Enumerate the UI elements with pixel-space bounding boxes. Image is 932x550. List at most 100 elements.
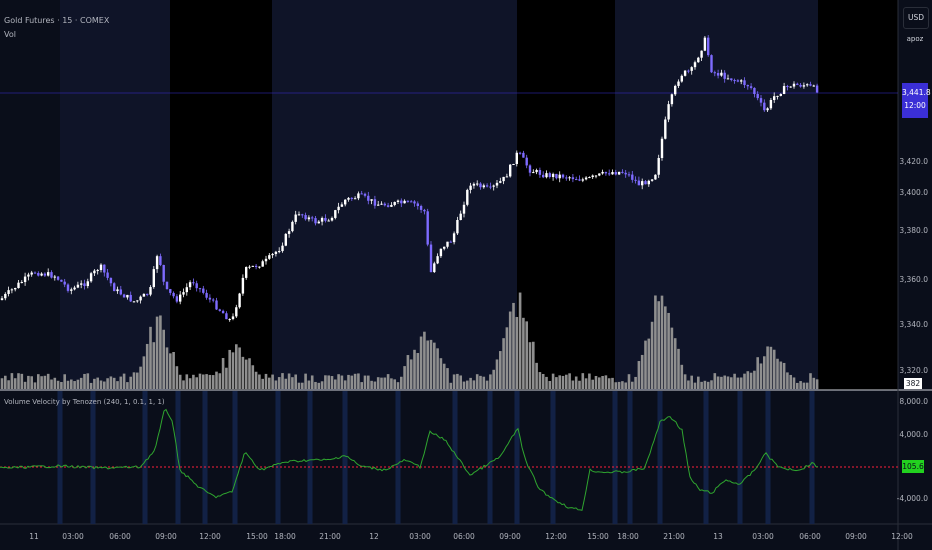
candle-body	[10, 289, 14, 291]
candle-body	[360, 193, 363, 195]
volume-bar	[231, 352, 235, 389]
volume-bar	[650, 321, 654, 389]
candle-body	[377, 204, 380, 206]
candle-body	[301, 214, 304, 216]
volume-bar	[446, 368, 449, 389]
candle-body	[353, 198, 357, 200]
volume-bar	[327, 375, 330, 389]
volume-bar	[664, 306, 667, 389]
candle-body	[281, 245, 284, 252]
volume-bar	[690, 375, 693, 389]
candle-body	[99, 264, 103, 271]
candle-body	[604, 171, 608, 174]
candle-body	[581, 179, 584, 181]
oscillator-axis-label: -4,000.0	[896, 494, 928, 503]
volume-bar	[129, 376, 132, 389]
volume-bar	[502, 338, 505, 389]
candle-body	[479, 183, 482, 188]
volume-bar	[518, 292, 522, 389]
time-axis-label: 03:00	[409, 532, 431, 541]
candle-body	[208, 297, 212, 300]
candle-body	[806, 84, 809, 86]
candle-body	[357, 193, 360, 199]
candle-body	[367, 195, 370, 201]
candle-body	[231, 316, 235, 320]
volume-bar	[40, 376, 43, 389]
volume-bar	[545, 376, 548, 389]
candle-body	[274, 251, 278, 254]
volume-bar	[789, 374, 792, 389]
volume-bar	[706, 381, 710, 389]
candle-body	[697, 57, 700, 63]
highlight-column	[202, 391, 208, 524]
candle-body	[350, 197, 353, 199]
candle-body	[103, 264, 106, 273]
candle-body	[624, 172, 627, 175]
candle-body	[419, 206, 423, 210]
volume-bar	[607, 378, 611, 389]
oscillator-value-tag: 105.6	[902, 460, 924, 473]
highlight-column	[395, 391, 401, 524]
volume-bar	[317, 382, 321, 389]
candle-body	[212, 299, 215, 301]
volume-bar	[301, 382, 304, 389]
volume-bar	[637, 361, 641, 389]
candle-body	[687, 70, 690, 72]
indicator-title: Volume Velocity by Tenozen (240, 1, 0.1,…	[4, 398, 165, 406]
candle-body	[423, 209, 426, 212]
highlight-column	[307, 391, 313, 524]
volume-bar	[353, 373, 357, 389]
session-shade	[615, 0, 818, 390]
candle-body	[769, 100, 773, 109]
volume-bar	[677, 348, 680, 389]
volume-bar	[598, 377, 601, 389]
candle-body	[426, 211, 429, 245]
candle-body	[60, 279, 63, 282]
candle-body	[796, 83, 799, 85]
candle-body	[644, 181, 647, 185]
volume-bar	[591, 379, 594, 389]
candle-body	[773, 96, 776, 101]
candle-body	[710, 55, 713, 73]
volume-bar	[581, 373, 585, 389]
volume-bar	[466, 380, 469, 389]
volume-bar	[624, 382, 627, 389]
volume-bar	[215, 371, 218, 389]
volume-bar	[673, 338, 677, 389]
candle-body	[188, 282, 192, 288]
volume-bar	[66, 380, 70, 389]
scale-mode-button[interactable]: apoz	[906, 35, 924, 43]
candle-body	[215, 300, 218, 310]
volume-bar	[782, 362, 786, 389]
candle-body	[320, 217, 324, 222]
volume-bar	[429, 339, 433, 389]
candle-body	[512, 163, 515, 165]
candle-body	[370, 199, 373, 201]
candle-body	[324, 217, 327, 221]
time-axis-label: 15:00	[587, 532, 609, 541]
candle-body	[551, 173, 555, 178]
highlight-column	[737, 391, 743, 524]
candle-body	[393, 202, 396, 205]
volume-bar	[779, 361, 783, 389]
candle-body	[433, 263, 436, 273]
candle-body	[756, 94, 759, 99]
volume-bar	[83, 373, 86, 389]
candle-body	[538, 169, 542, 175]
candle-body	[410, 201, 413, 203]
price-axis-label: 3,340.0	[899, 320, 928, 329]
time-axis-label: 15:00	[246, 532, 268, 541]
currency-button[interactable]: USD	[903, 7, 929, 29]
candle-body	[337, 206, 340, 211]
volume-bar	[334, 379, 337, 389]
candle-body	[86, 281, 89, 287]
highlight-column	[232, 391, 238, 524]
volume-bar	[126, 382, 129, 389]
volume-bar	[218, 373, 222, 389]
volume-bar	[241, 356, 245, 389]
volume-bar	[601, 376, 604, 389]
candle-body	[182, 292, 185, 295]
volume-bar	[139, 366, 142, 389]
candle-body	[670, 94, 674, 105]
